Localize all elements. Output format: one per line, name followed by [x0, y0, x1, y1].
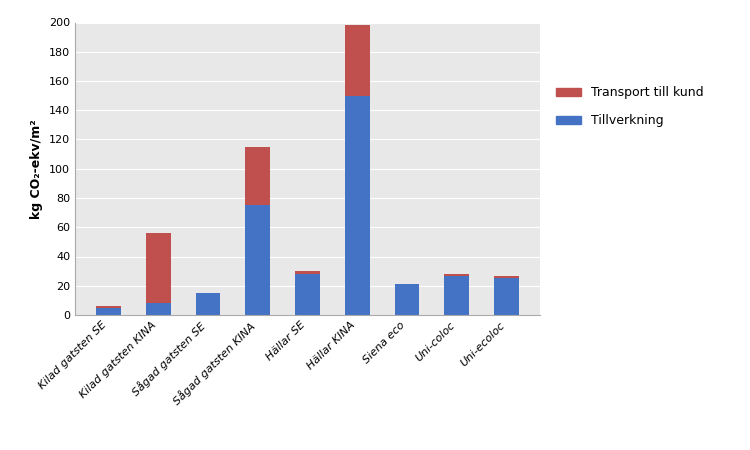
- Bar: [245, 205, 270, 315]
- Bar: [444, 274, 470, 275]
- Bar: [494, 279, 519, 315]
- Bar: [295, 271, 320, 274]
- Bar: [444, 275, 470, 315]
- Bar: [146, 233, 171, 303]
- Legend: Transport till kund, Tillverkning: Transport till kund, Tillverkning: [551, 81, 709, 132]
- Bar: [345, 95, 370, 315]
- Bar: [394, 284, 419, 315]
- Bar: [345, 25, 370, 95]
- Bar: [96, 306, 121, 308]
- Bar: [196, 293, 220, 315]
- Bar: [494, 275, 519, 279]
- Y-axis label: kg CO₂-ekv/m²: kg CO₂-ekv/m²: [31, 119, 44, 219]
- Bar: [146, 303, 171, 315]
- Bar: [245, 147, 270, 205]
- Bar: [96, 308, 121, 315]
- Bar: [295, 274, 320, 315]
